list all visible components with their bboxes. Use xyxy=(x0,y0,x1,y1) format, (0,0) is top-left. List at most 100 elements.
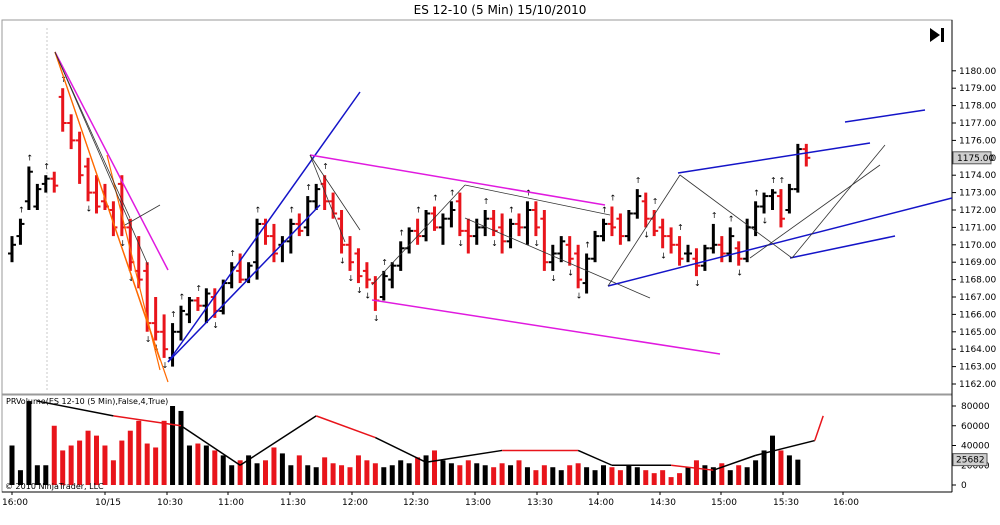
volume-bar xyxy=(389,465,395,485)
volume-bar xyxy=(60,450,66,485)
swing-high-arrow: ↑ xyxy=(398,228,405,237)
swing-high-arrow: ↑ xyxy=(43,162,50,171)
price-tick-label: 1166.00 xyxy=(959,310,996,320)
time-tick-label: 16:00 xyxy=(833,498,859,508)
ohlc-bar xyxy=(413,218,422,245)
volume-bar xyxy=(567,465,573,485)
ohlc-bar xyxy=(709,223,718,254)
swing-high-arrow: ↑ xyxy=(770,176,777,185)
ohlc-bar xyxy=(295,213,304,237)
ohlc-bar xyxy=(565,236,574,266)
ohlc-bar xyxy=(498,213,507,254)
time-tick-label: 14:30 xyxy=(650,498,676,508)
price-tick-label: 1170.00 xyxy=(959,241,996,251)
ohlc-bar xyxy=(717,236,726,263)
ohlc-bar xyxy=(8,236,16,263)
swing-high-arrow: ↑ xyxy=(179,293,186,302)
price-tick-label: 1178.00 xyxy=(959,102,996,112)
volume-bar xyxy=(558,470,564,485)
volume-bar xyxy=(237,460,243,485)
ohlc-bar xyxy=(379,270,388,301)
swing-low-arrow: ↓ xyxy=(128,274,135,283)
volume-bar xyxy=(643,470,649,485)
swing-low-arrow: ↓ xyxy=(348,274,355,283)
ohlc-bar xyxy=(633,189,642,219)
swing-low-arrow: ↓ xyxy=(491,239,498,248)
volume-trend-line xyxy=(713,454,756,471)
volume-bar xyxy=(508,465,514,485)
skip-end-icon xyxy=(930,28,940,42)
swing-high-arrow: ↑ xyxy=(483,197,490,206)
ohlc-bar xyxy=(346,236,354,271)
volume-bar xyxy=(601,465,606,485)
swing-high-arrow: ↑ xyxy=(170,310,177,319)
time-tick-label: 15:30 xyxy=(773,498,799,508)
volume-bar xyxy=(186,445,192,485)
volume-bar xyxy=(288,465,294,485)
last-price-label: 1175.00 xyxy=(957,154,994,164)
swing-low-arrow: ↓ xyxy=(373,314,380,323)
volume-bar xyxy=(119,440,125,485)
ohlc-bar xyxy=(337,210,346,254)
volume-bar xyxy=(770,435,775,485)
swing-low-arrow: ↓ xyxy=(119,239,126,248)
ohlc-bar xyxy=(726,227,735,263)
swing-high-arrow: ↑ xyxy=(432,194,439,203)
ohlc-bar xyxy=(684,244,692,263)
trend-line xyxy=(167,204,321,363)
swing-high-arrow: ↑ xyxy=(584,241,591,250)
swing-low-arrow: ↓ xyxy=(736,269,743,278)
volume-bar xyxy=(617,470,623,485)
volume-trend-line xyxy=(375,436,427,463)
ohlc-bar xyxy=(422,210,431,242)
volume-bar xyxy=(212,450,218,485)
ohlc-bar xyxy=(616,213,625,245)
ohlc-bar xyxy=(523,201,532,245)
time-tick-label: 11:30 xyxy=(280,498,306,508)
price-tick-label: 1168.00 xyxy=(959,276,996,286)
ohlc-bar xyxy=(261,218,270,245)
ohlc-bar xyxy=(760,192,769,214)
swing-high-arrow: ↑ xyxy=(728,214,735,223)
volume-bar xyxy=(94,435,99,485)
ohlc-bar xyxy=(202,288,211,324)
volume-bar xyxy=(626,465,632,485)
volume-trend-line xyxy=(180,425,241,466)
ohlc-bar xyxy=(700,244,709,271)
volume-bar xyxy=(660,470,666,485)
volume-bar xyxy=(786,455,792,485)
ohlc-bar xyxy=(67,114,76,150)
ohlc-bar xyxy=(185,297,194,324)
swing-low-arrow: ↓ xyxy=(660,251,667,260)
volume-tick-label: 60000 xyxy=(961,422,990,432)
price-tick-label: 1165.00 xyxy=(959,328,996,338)
volume-bar xyxy=(355,455,361,485)
trend-line xyxy=(607,197,953,287)
ohlc-bar xyxy=(776,189,785,228)
trend-line xyxy=(54,51,149,266)
ohlc-bar xyxy=(506,218,515,249)
swing-low-arrow: ↓ xyxy=(762,216,769,225)
swing-low-arrow: ↓ xyxy=(550,274,557,283)
volume-bar xyxy=(313,467,319,485)
volume-bar xyxy=(102,445,108,485)
volume-tick-label: 20000 xyxy=(961,461,990,471)
volume-bar xyxy=(339,465,345,485)
ohlc-bar xyxy=(16,218,25,245)
ohlc-bar xyxy=(177,305,185,341)
volume-bar xyxy=(719,463,725,485)
time-tick-label: 10/15 xyxy=(95,498,121,508)
volume-trend-line xyxy=(425,449,503,464)
volume-bar xyxy=(77,440,83,485)
ohlc-bar xyxy=(405,227,414,254)
ohlc-bar xyxy=(658,218,667,249)
volume-bar xyxy=(541,465,547,485)
ohlc-bar xyxy=(430,206,439,231)
ohlc-bar xyxy=(160,314,169,358)
price-tick-label: 1174.00 xyxy=(959,171,996,181)
swing-high-arrow: ↑ xyxy=(601,206,608,215)
ohlc-bar xyxy=(320,175,329,210)
time-tick-label: 11:00 xyxy=(218,498,244,508)
ohlc-bar xyxy=(75,131,84,184)
last-price-box xyxy=(952,151,992,165)
